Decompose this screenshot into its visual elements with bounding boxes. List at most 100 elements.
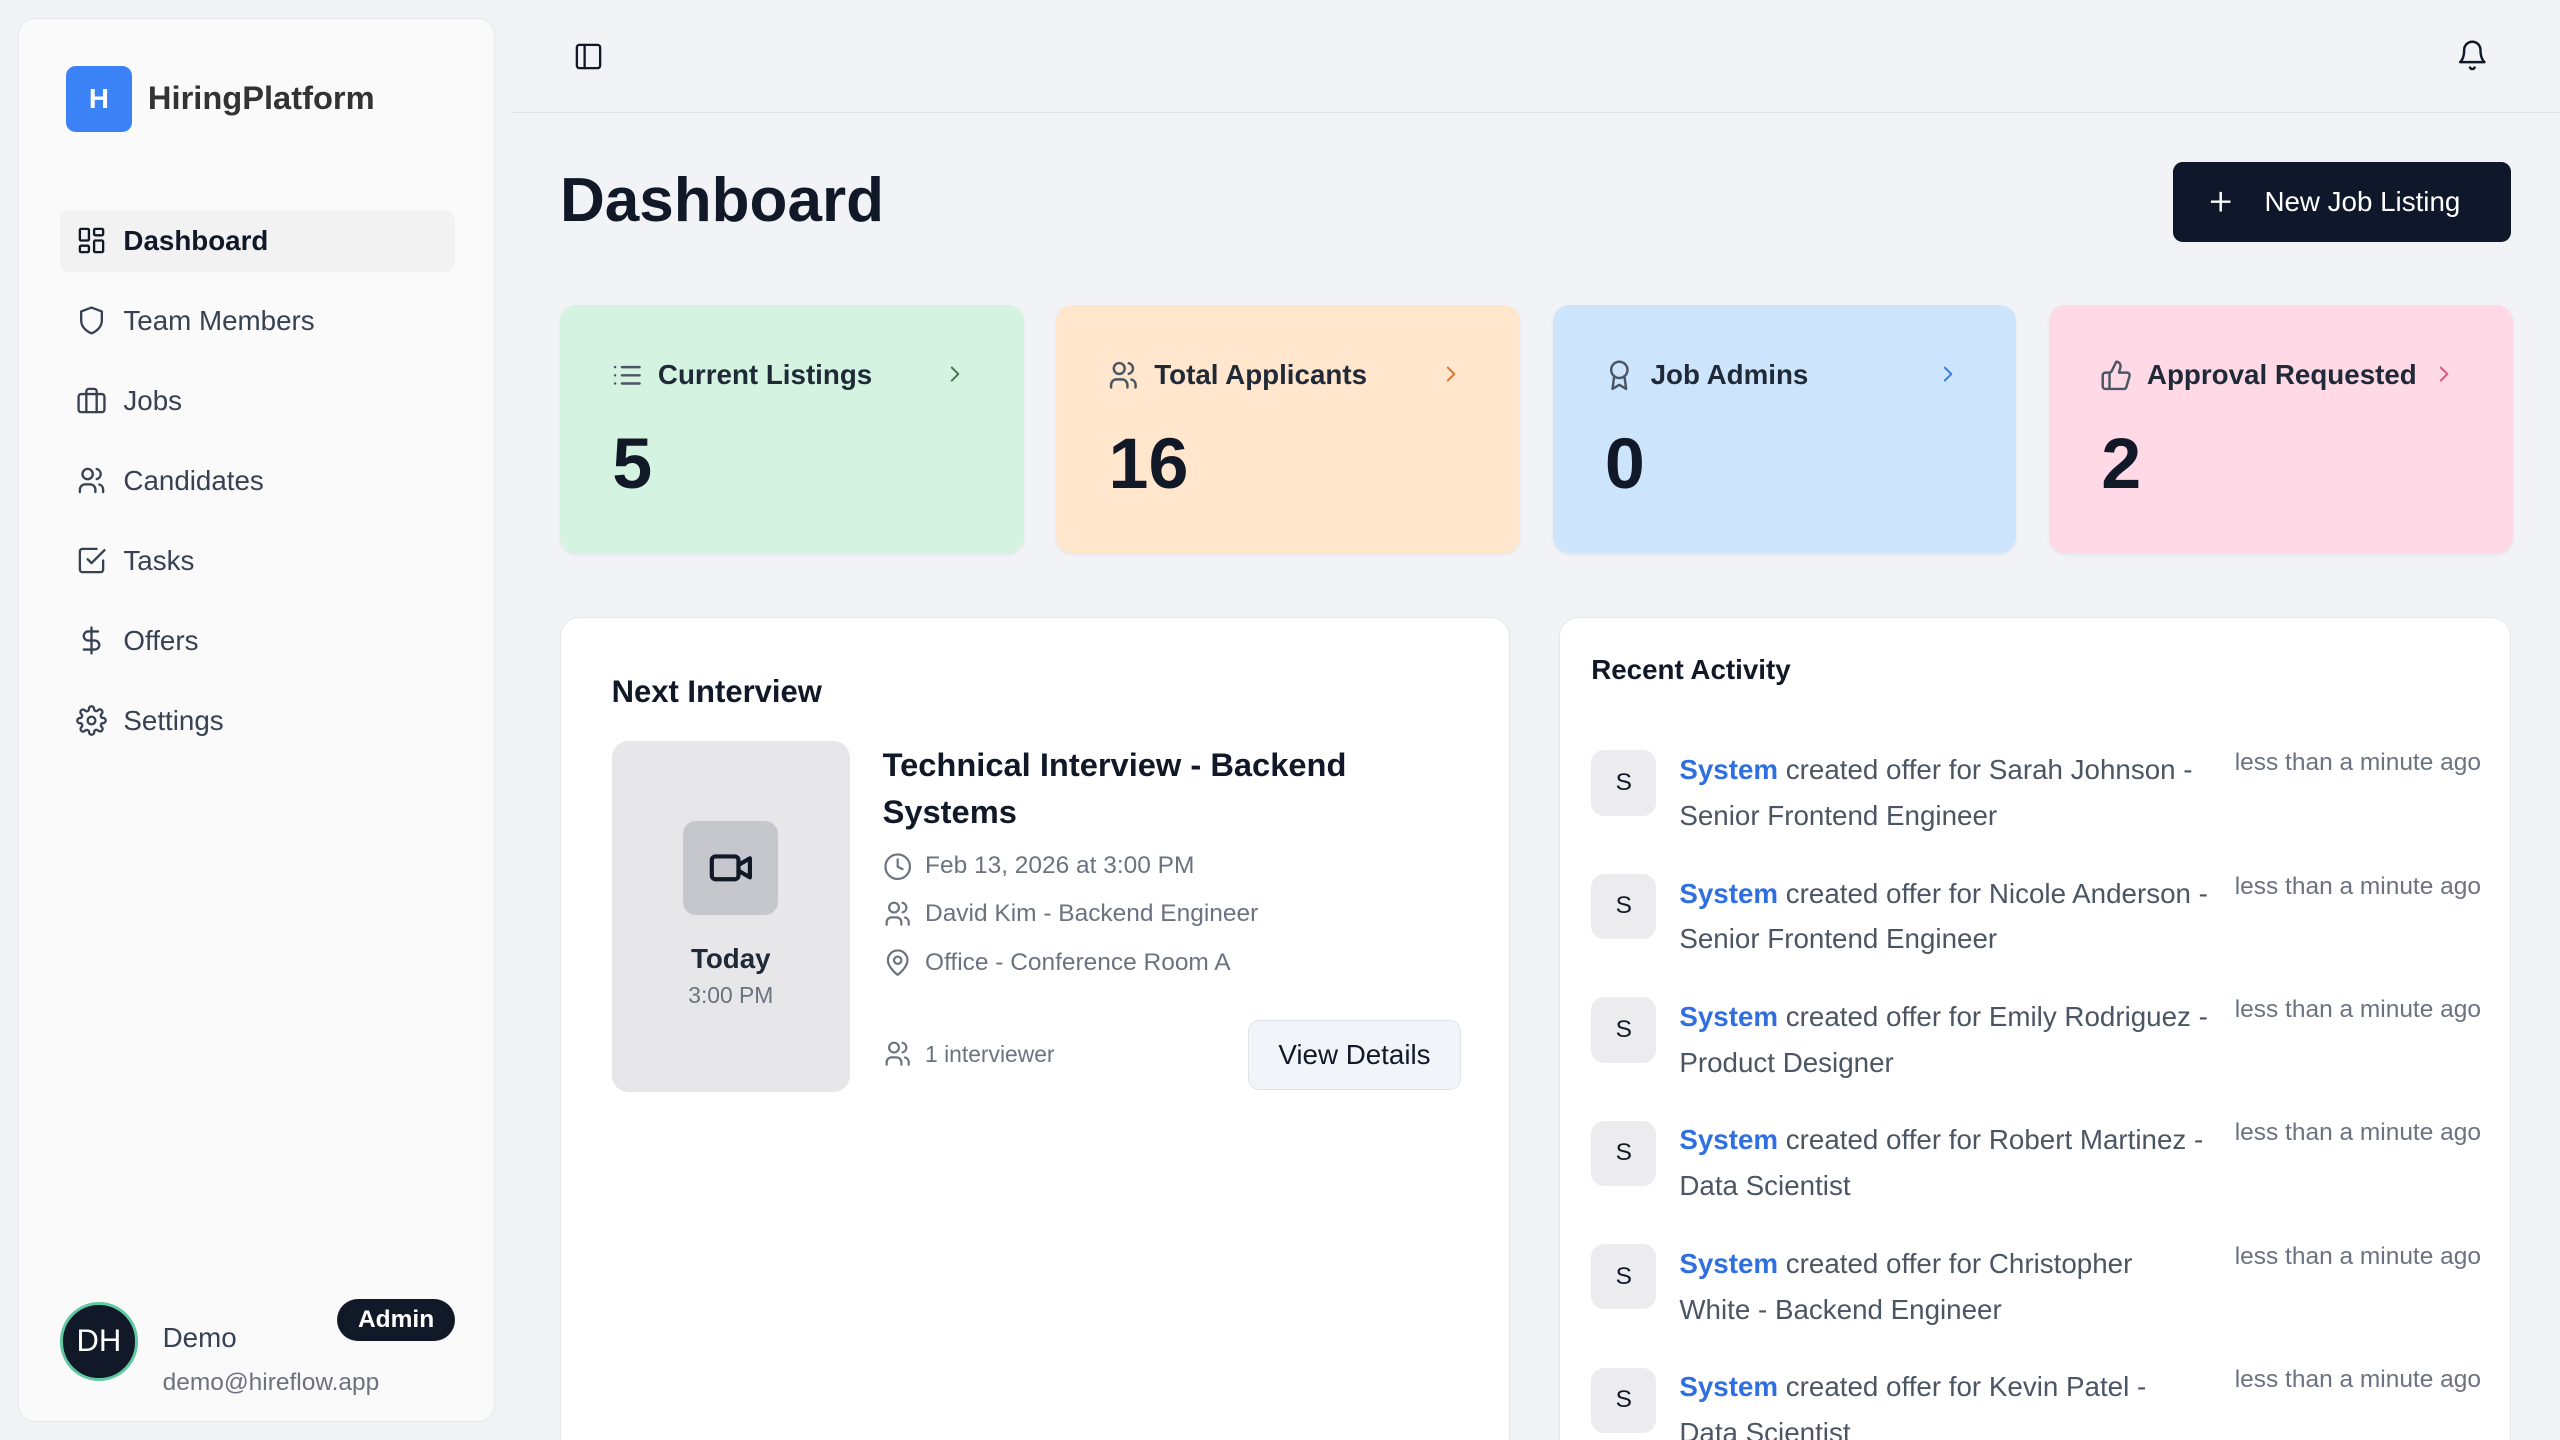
stat-card-approval-requested[interactable]: Approval Requested 2 <box>2048 305 2513 554</box>
video-icon <box>709 854 752 882</box>
activity-avatar: S <box>1591 750 1657 816</box>
location-text: Office - Conference Room A <box>925 948 1231 976</box>
shield-icon <box>80 306 104 336</box>
new-job-listing-button[interactable]: New Job Listing <box>2173 161 2511 242</box>
video-badge <box>683 820 779 916</box>
interview-location: Office - Conference Room A <box>883 948 1231 977</box>
briefcase-icon <box>77 388 106 414</box>
page-title: Dashboard <box>559 165 884 235</box>
interview-datetime: Feb 13, 2026 at 3:00 PM <box>883 852 1195 881</box>
chevron-right-icon <box>2439 366 2449 382</box>
sidebar-item-team-members[interactable]: Team Members <box>60 290 455 352</box>
interview-title[interactable]: Technical Interview - Backend Systems <box>882 745 1347 830</box>
stat-value: 16 <box>1108 423 1189 504</box>
sidebar-item-label: Offers <box>123 624 199 656</box>
interviewers-text: 1 interviewer <box>925 1040 1055 1067</box>
interview-time: 3:00 PM <box>688 982 774 1009</box>
sidebar: H HiringPlatform Dashboard Team Members … <box>17 17 495 1423</box>
sidebar-item-tasks[interactable]: Tasks <box>60 530 455 592</box>
activity-item: S System created offer for Nicole Anders… <box>1591 871 2481 985</box>
activity-avatar: S <box>1591 1367 1657 1433</box>
activity-item: S System created offer for Sarah Johnson… <box>1591 747 2481 861</box>
top-bar <box>511 0 2560 113</box>
activity-time: less than a minute ago <box>2234 1242 2481 1270</box>
stat-card-job-admins[interactable]: Job Admins 0 <box>1552 305 2017 554</box>
datetime-text: Feb 13, 2026 at 3:00 PM <box>925 852 1195 880</box>
candidate-text: David Kim - Backend Engineer <box>925 899 1259 927</box>
stat-value: 2 <box>2101 423 2142 504</box>
activity-actor-link[interactable]: System <box>1679 1247 1779 1279</box>
sidebar-toggle-icon[interactable] <box>573 41 604 72</box>
users-icon <box>1109 362 1137 389</box>
activity-text: System created offer for Sarah Johnson -… <box>1679 747 2210 838</box>
sidebar-item-label: Team Members <box>123 304 315 336</box>
activity-avatar: S <box>1591 997 1657 1063</box>
sidebar-item-jobs[interactable]: Jobs <box>60 370 455 432</box>
interviewer-count: 1 interviewer <box>883 1039 1055 1068</box>
activity-description: created offer for Sarah Johnson - Senior… <box>1679 754 2193 831</box>
activity-time: less than a minute ago <box>2234 1366 2481 1394</box>
sidebar-item-label: Candidates <box>123 464 264 496</box>
stat-card-current-listings[interactable]: Current Listings 5 <box>559 305 1024 554</box>
activity-text: System created offer for Kevin Patel - D… <box>1679 1364 2210 1440</box>
interview-day: Today <box>690 943 771 975</box>
activity-item: S System created offer for Robert Martin… <box>1591 1117 2481 1231</box>
user-email: demo@hireflow.app <box>162 1369 380 1397</box>
role-badge: Admin <box>337 1298 455 1342</box>
bell-icon[interactable] <box>2456 39 2489 72</box>
stat-label: Approval Requested <box>2146 359 2417 391</box>
stat-value: 5 <box>612 423 653 504</box>
plus-icon <box>2210 191 2231 212</box>
stat-card-total-applicants[interactable]: Total Applicants 16 <box>1056 305 1520 554</box>
chevron-right-icon <box>1943 366 1953 382</box>
activity-avatar: S <box>1591 1120 1657 1186</box>
sidebar-item-label: Dashboard <box>123 224 269 256</box>
sidebar-item-dashboard[interactable]: Dashboard <box>59 209 455 272</box>
sidebar-item-offers[interactable]: Offers <box>60 610 455 672</box>
avatar[interactable]: DH <box>59 1302 139 1381</box>
activity-actor-link[interactable]: System <box>1679 754 1779 786</box>
award-icon <box>1610 360 1629 391</box>
activity-time: less than a minute ago <box>2234 749 2481 777</box>
activity-item: S System created offer for Christopher W… <box>1591 1241 2481 1355</box>
next-interview-card: Next Interview Today 3:00 PM Technical I… <box>559 617 1511 1440</box>
recent-activity-card: Recent Activity S System created offer f… <box>1559 617 2511 1440</box>
interview-date-box: Today 3:00 PM <box>611 740 850 1092</box>
activity-item: S System created offer for Kevin Patel -… <box>1591 1364 2481 1440</box>
activity-text: System created offer for Emily Rodriguez… <box>1679 994 2210 1085</box>
chevron-right-icon <box>1447 366 1456 382</box>
user-name: Demo <box>162 1321 237 1353</box>
users-icon <box>78 468 105 494</box>
activity-time: less than a minute ago <box>2234 872 2481 900</box>
view-details-button[interactable]: View Details <box>1248 1019 1461 1090</box>
activity-actor-link[interactable]: System <box>1679 1371 1779 1403</box>
activity-description: created offer for Nicole Anderson - Seni… <box>1679 877 2208 955</box>
check-square-icon <box>78 548 106 574</box>
sidebar-item-settings[interactable]: Settings <box>60 690 455 752</box>
gear-icon <box>76 705 107 737</box>
activity-description: created offer for Kevin Patel - Data Sci… <box>1679 1371 2147 1440</box>
activity-avatar: S <box>1591 873 1657 940</box>
interview-candidate: David Kim - Backend Engineer <box>883 899 1259 928</box>
next-interview-heading: Next Interview <box>611 673 822 709</box>
sidebar-item-candidates[interactable]: Candidates <box>60 450 455 512</box>
clock-icon <box>883 852 911 880</box>
list-icon <box>613 366 641 385</box>
sidebar-item-label: Tasks <box>123 544 195 576</box>
brand-logo: H <box>66 66 132 132</box>
stat-label: Total Applicants <box>1154 359 1368 391</box>
recent-activity-heading: Recent Activity <box>1591 654 1791 686</box>
brand-name: HiringPlatform <box>147 79 375 117</box>
activity-actor-link[interactable]: System <box>1679 1124 1779 1156</box>
activity-description: created offer for Emily Rodriguez - Prod… <box>1679 1000 2208 1078</box>
activity-time: less than a minute ago <box>2234 1119 2481 1147</box>
layout-dashboard-icon <box>78 228 105 254</box>
thumbs-up-icon <box>2101 360 2131 391</box>
activity-time: less than a minute ago <box>2234 995 2481 1023</box>
activity-item: S System created offer for Emily Rodrigu… <box>1591 994 2481 1108</box>
users-icon <box>885 1041 910 1067</box>
activity-actor-link[interactable]: System <box>1679 1000 1779 1032</box>
activity-actor-link[interactable]: System <box>1679 877 1779 909</box>
activity-avatar: S <box>1591 1244 1657 1310</box>
map-pin-icon <box>886 949 909 976</box>
